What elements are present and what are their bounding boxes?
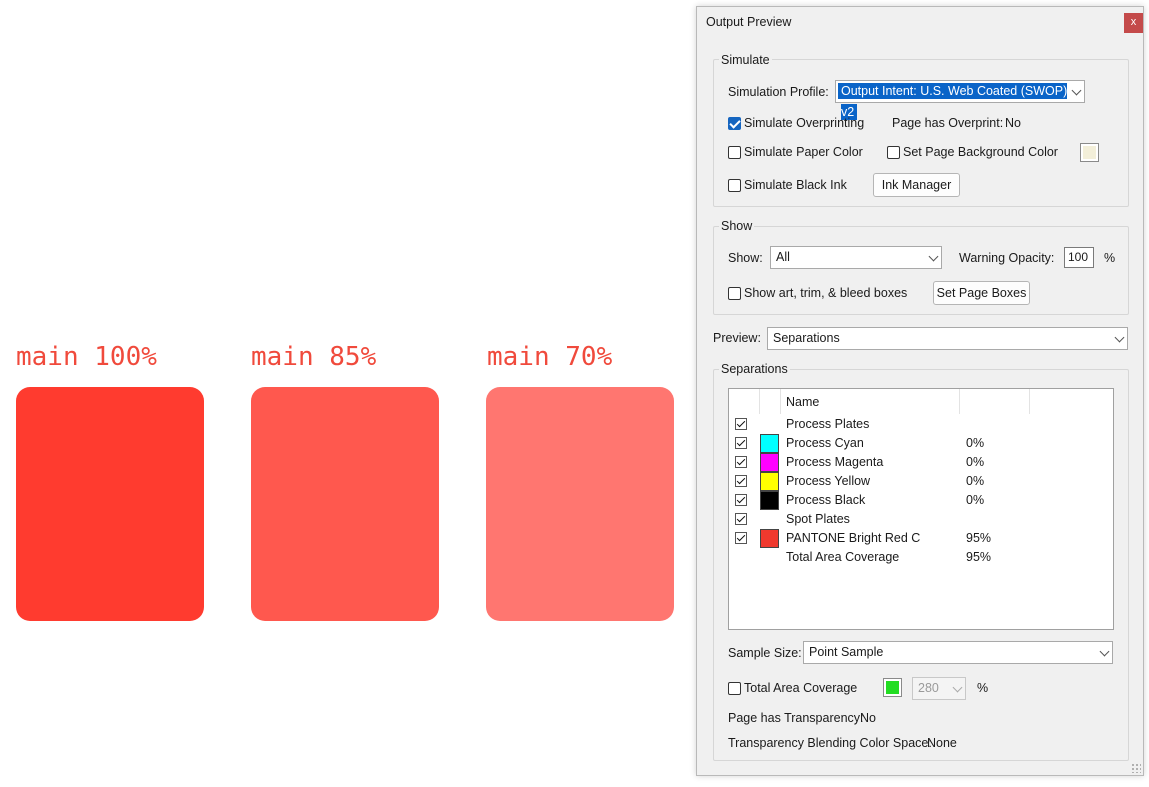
- swatch-box-70: [486, 387, 674, 621]
- page-transparency-value: No: [860, 711, 876, 725]
- simulate-black-ink-label: Simulate Black Ink: [744, 178, 847, 192]
- warning-opacity-percent: %: [1104, 251, 1116, 265]
- sample-size-select[interactable]: Point Sample: [803, 641, 1113, 664]
- simulation-profile-label: Simulation Profile:: [728, 85, 829, 99]
- separation-color-swatch: [760, 434, 779, 453]
- sample-size-label: Sample Size:: [728, 646, 802, 660]
- separation-row-process-magenta[interactable]: Process Magenta 0%: [729, 453, 1113, 472]
- separations-table: Name Process Plates Process Cyan 0% Proc…: [728, 388, 1114, 630]
- close-button[interactable]: x: [1124, 13, 1143, 33]
- set-page-boxes-button[interactable]: Set Page Boxes: [933, 281, 1030, 305]
- simulate-black-ink-checkbox[interactable]: [728, 179, 741, 192]
- simulate-group: [713, 59, 1129, 207]
- show-boxes-label: Show art, trim, & bleed boxes: [744, 286, 908, 300]
- page-bg-color-fill: [1083, 146, 1096, 159]
- show-group: [713, 226, 1129, 315]
- separation-checkbox[interactable]: [735, 475, 747, 487]
- chevron-down-icon: [928, 251, 939, 262]
- separation-checkbox[interactable]: [735, 532, 747, 544]
- separation-value: 0%: [966, 436, 985, 450]
- show-boxes-checkbox[interactable]: [728, 287, 741, 300]
- separation-checkbox[interactable]: [735, 456, 747, 468]
- swatch-label-85: main 85%: [251, 342, 377, 372]
- separation-row-spot-plates[interactable]: Spot Plates: [729, 510, 1113, 529]
- simulation-profile-select[interactable]: Output Intent: U.S. Web Coated (SWOP) v2: [835, 80, 1085, 120]
- preview-label: Preview:: [713, 331, 761, 345]
- separation-row-pantone-bright-red[interactable]: PANTONE Bright Red C 95%: [729, 529, 1113, 548]
- set-page-bg-color-label: Set Page Background Color: [903, 145, 1058, 159]
- show-label: Show:: [728, 251, 763, 265]
- preview-value: Separations: [773, 331, 840, 345]
- show-select[interactable]: All: [770, 246, 942, 269]
- separations-group: [713, 369, 1129, 761]
- separation-row-total: Total Area Coverage 95%: [729, 548, 1113, 567]
- blending-space-value: None: [927, 736, 957, 750]
- separation-checkbox[interactable]: [735, 494, 747, 506]
- warning-opacity-input[interactable]: 100: [1064, 247, 1094, 268]
- separation-value: 0%: [966, 474, 985, 488]
- resize-grip-icon[interactable]: [1131, 763, 1141, 773]
- separation-checkbox[interactable]: [735, 437, 747, 449]
- total-coverage-value: 95%: [966, 550, 992, 564]
- sample-size-value: Point Sample: [809, 645, 884, 659]
- swatch-box-85: [251, 387, 439, 621]
- set-page-bg-color-checkbox[interactable]: [887, 146, 900, 159]
- simulate-overprinting-checkbox[interactable]: [728, 117, 741, 130]
- page-bg-color-swatch[interactable]: [1080, 143, 1099, 162]
- separation-color-swatch: [760, 472, 779, 491]
- warning-opacity-label: Warning Opacity:: [959, 251, 1055, 265]
- separation-checkbox[interactable]: [735, 418, 747, 430]
- separation-row-process-plates[interactable]: Process Plates: [729, 415, 1113, 434]
- total-area-percent: %: [977, 681, 989, 695]
- chevron-down-icon: [1114, 332, 1125, 343]
- simulate-overprinting-label: Simulate Overprinting: [744, 116, 865, 130]
- separation-name: PANTONE Bright Red C: [786, 531, 921, 545]
- simulate-paper-color-checkbox[interactable]: [728, 146, 741, 159]
- separation-name: Process Black: [786, 493, 866, 507]
- column-name-header[interactable]: Name: [786, 395, 820, 409]
- swatch-box-100: [16, 387, 204, 621]
- total-area-coverage-label: Total Area Coverage: [744, 681, 858, 695]
- separation-color-swatch: [760, 453, 779, 472]
- simulate-paper-color-label: Simulate Paper Color: [744, 145, 863, 159]
- preview-select[interactable]: Separations: [767, 327, 1128, 350]
- total-area-coverage-checkbox[interactable]: [728, 682, 741, 695]
- chevron-down-icon: [952, 682, 963, 693]
- separation-row-process-cyan[interactable]: Process Cyan 0%: [729, 434, 1113, 453]
- separation-checkbox[interactable]: [735, 513, 747, 525]
- separation-name: Process Cyan: [786, 436, 864, 450]
- separation-value: 95%: [966, 531, 992, 545]
- separations-group-title: Separations: [719, 362, 790, 376]
- separation-row-process-yellow[interactable]: Process Yellow 0%: [729, 472, 1113, 491]
- separation-name: Process Plates: [786, 417, 870, 431]
- separation-row-process-black[interactable]: Process Black 0%: [729, 491, 1113, 510]
- total-area-color-fill: [886, 681, 899, 694]
- separation-color-swatch: [760, 491, 779, 510]
- chevron-down-icon: [1071, 85, 1082, 96]
- simulate-group-title: Simulate: [719, 53, 772, 67]
- output-preview-dialog: Output Preview x Simulate Simulation Pro…: [696, 6, 1144, 776]
- separation-value: 0%: [966, 455, 985, 469]
- swatch-label-70: main 70%: [487, 342, 613, 372]
- page-overprint-value: No: [1005, 116, 1021, 130]
- total-area-color-swatch[interactable]: [883, 678, 902, 697]
- total-coverage-name: Total Area Coverage: [786, 550, 900, 564]
- dialog-title: Output Preview: [706, 15, 792, 29]
- chevron-down-icon: [1099, 646, 1110, 657]
- ink-manager-button[interactable]: Ink Manager: [873, 173, 960, 197]
- separation-value: 0%: [966, 493, 985, 507]
- total-area-value-select[interactable]: 280: [912, 677, 966, 700]
- page-transparency-label: Page has Transparency:: [728, 711, 864, 725]
- separation-name: Process Magenta: [786, 455, 884, 469]
- separation-name: Spot Plates: [786, 512, 850, 526]
- page-overprint-label: Page has Overprint:: [892, 116, 1004, 130]
- total-area-value: 280: [918, 681, 939, 695]
- show-group-title: Show: [719, 219, 755, 233]
- swatch-label-100: main 100%: [16, 342, 157, 372]
- show-value: All: [776, 250, 790, 264]
- separation-name: Process Yellow: [786, 474, 871, 488]
- separation-color-swatch: [760, 529, 779, 548]
- blending-space-label: Transparency Blending Color Space:: [728, 736, 932, 750]
